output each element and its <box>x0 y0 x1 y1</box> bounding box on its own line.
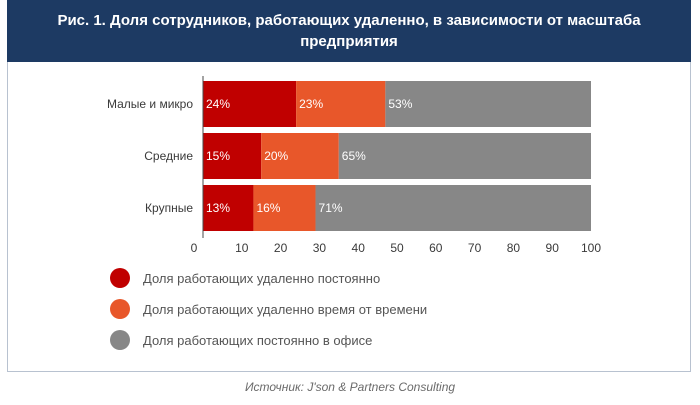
x-tick-label: 100 <box>581 241 601 255</box>
category-label: Малые и микро <box>107 97 193 111</box>
x-tick-label: 60 <box>429 241 443 255</box>
x-tick-label: 40 <box>352 241 366 255</box>
bar-segment <box>203 133 262 179</box>
legend-item-remote-always: Доля работающих удаленно постоянно <box>110 268 427 288</box>
bar-segment <box>261 133 339 179</box>
legend-item-remote-sometimes: Доля работающих удаленно время от времен… <box>110 299 427 319</box>
data-label: 13% <box>206 201 230 215</box>
data-label: 15% <box>206 149 230 163</box>
data-label: 24% <box>206 97 230 111</box>
data-label: 16% <box>256 201 280 215</box>
category-label: Крупные <box>145 201 193 215</box>
figure-title: Рис. 1. Доля сотрудников, работающих уда… <box>7 0 691 62</box>
bar-segment <box>203 81 297 127</box>
legend-label-remote-sometimes: Доля работающих удаленно время от времен… <box>143 301 428 317</box>
legend-label-remote-always: Доля работающих удаленно постоянно <box>143 270 381 286</box>
legend-swatch-office <box>110 330 130 350</box>
data-label: 71% <box>319 201 343 215</box>
data-label: 65% <box>342 149 366 163</box>
x-tick-label: 0 <box>191 241 198 255</box>
x-tick-label: 80 <box>507 241 521 255</box>
data-label: 23% <box>299 97 323 111</box>
x-tick-label: 20 <box>274 241 288 255</box>
bar-segment <box>385 81 591 127</box>
x-tick-label: 30 <box>313 241 327 255</box>
legend-label-office: Доля работающих постоянно в офисе <box>143 332 373 348</box>
legend-item-office: Доля работающих постоянно в офисе <box>110 330 427 350</box>
x-tick-label: 10 <box>235 241 249 255</box>
source-note: Источник: J'son & Partners Consulting <box>244 380 456 394</box>
bar-segment <box>315 185 591 231</box>
bar-segment <box>203 185 254 231</box>
x-tick-label: 90 <box>546 241 560 255</box>
bar-segment <box>296 81 386 127</box>
bar-segment <box>338 133 591 179</box>
category-label: Средние <box>144 149 193 163</box>
bar-segment <box>253 185 316 231</box>
x-tick-label: 70 <box>468 241 482 255</box>
data-label: 53% <box>388 97 412 111</box>
legend: Доля работающих удаленно постоянно Доля … <box>110 268 427 361</box>
legend-swatch-remote-sometimes <box>110 299 130 319</box>
data-label: 20% <box>264 149 288 163</box>
x-tick-label: 50 <box>390 241 404 255</box>
legend-swatch-remote-always <box>110 268 130 288</box>
